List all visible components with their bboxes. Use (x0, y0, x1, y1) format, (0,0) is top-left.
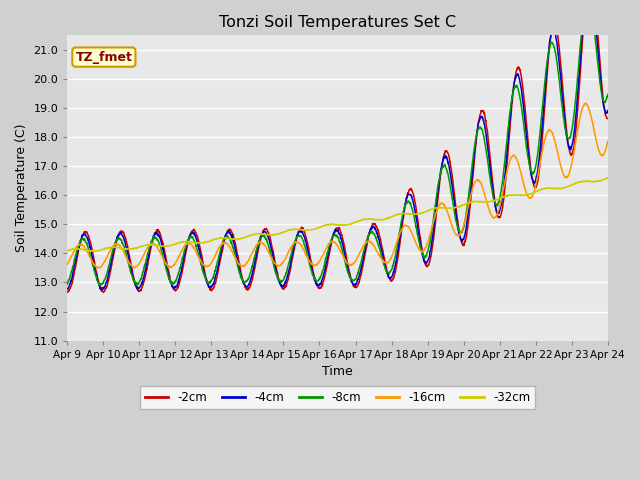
-16cm (127, 263, 135, 268)
-32cm (127, 246, 135, 252)
-2cm (304, 245, 312, 251)
-4cm (106, 267, 113, 273)
-8cm (293, 234, 301, 240)
Line: -2cm: -2cm (67, 0, 608, 292)
-8cm (127, 271, 135, 276)
Line: -32cm: -32cm (67, 178, 608, 252)
-4cm (63, 286, 71, 291)
-4cm (604, 108, 612, 113)
-16cm (314, 261, 322, 266)
-2cm (293, 234, 301, 240)
-32cm (106, 245, 113, 251)
Legend: -2cm, -4cm, -8cm, -16cm, -32cm: -2cm, -4cm, -8cm, -16cm, -32cm (140, 386, 535, 408)
-2cm (63, 289, 71, 295)
-8cm (63, 281, 71, 287)
-16cm (106, 250, 113, 255)
-2cm (314, 284, 322, 290)
-16cm (604, 139, 612, 144)
-16cm (371, 245, 379, 251)
-2cm (127, 264, 135, 270)
-8cm (314, 278, 322, 284)
-32cm (63, 248, 71, 253)
Line: -4cm: -4cm (67, 0, 608, 290)
-16cm (293, 239, 301, 245)
Line: -16cm: -16cm (67, 103, 608, 268)
Title: Tonzi Soil Temperatures Set C: Tonzi Soil Temperatures Set C (219, 15, 456, 30)
-32cm (371, 217, 379, 223)
-4cm (127, 268, 135, 274)
-4cm (293, 232, 301, 238)
-8cm (96, 282, 104, 288)
-32cm (304, 227, 312, 233)
-32cm (603, 175, 611, 180)
-32cm (293, 227, 301, 232)
X-axis label: Time: Time (322, 365, 353, 378)
Y-axis label: Soil Temperature (C): Soil Temperature (C) (15, 124, 28, 252)
-16cm (582, 100, 590, 106)
-4cm (97, 287, 105, 293)
-8cm (371, 233, 379, 239)
-2cm (106, 274, 113, 279)
-16cm (95, 265, 103, 271)
-4cm (371, 225, 379, 231)
-8cm (604, 92, 612, 97)
-2cm (100, 289, 108, 295)
-32cm (89, 249, 97, 254)
-8cm (106, 261, 113, 266)
-16cm (63, 262, 71, 267)
-2cm (371, 221, 379, 227)
-4cm (314, 283, 322, 288)
Line: -8cm: -8cm (67, 0, 608, 285)
Text: TZ_fmet: TZ_fmet (76, 50, 132, 63)
-16cm (304, 256, 312, 262)
-32cm (314, 225, 322, 231)
-32cm (604, 175, 612, 180)
-2cm (604, 116, 612, 121)
-4cm (304, 249, 312, 255)
-8cm (304, 256, 312, 262)
